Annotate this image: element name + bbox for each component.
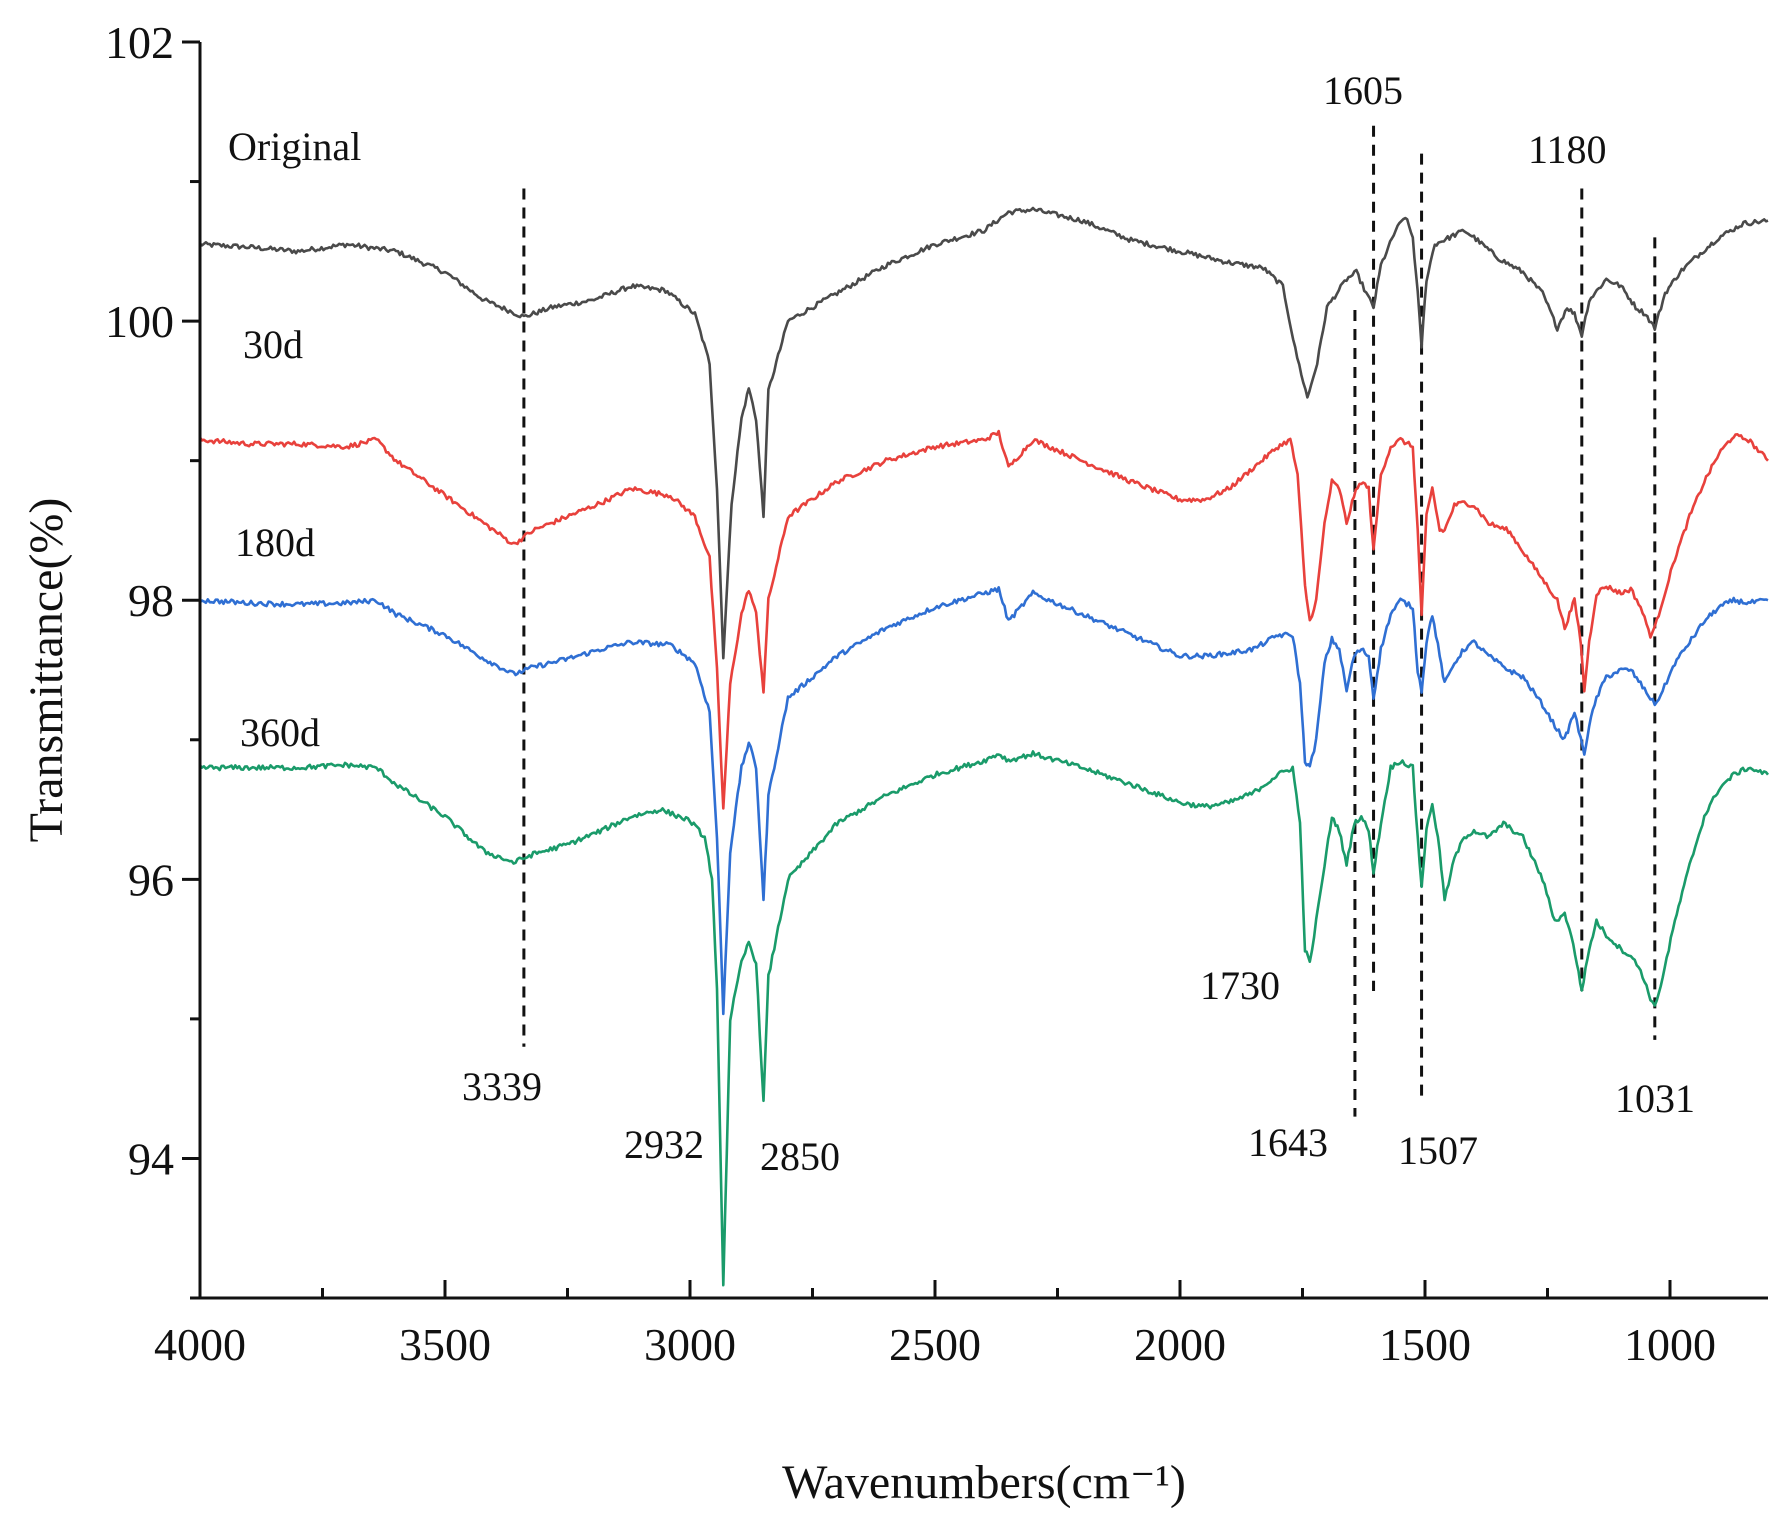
series-label-30d: 30d (243, 322, 303, 367)
x-tick-label: 1500 (1379, 1319, 1471, 1370)
y-tick-label: 94 (128, 1133, 174, 1184)
spectra-series (198, 206, 1770, 1287)
y-tick-label: 102 (105, 17, 174, 68)
series-label-360d: 360d (240, 710, 320, 755)
peak-label-2850: 2850 (760, 1134, 840, 1179)
peak-marker-lines (522, 125, 1657, 1117)
axes: 4000 3500 3000 2500 2000 1500 1000 94 96 98 100 10… (105, 17, 1768, 1370)
peak-labels: 3339 2932 2850 1730 1643 1605 1507 1180 … (462, 68, 1695, 1179)
series-labels: Original 30d 180d 360d (228, 124, 361, 755)
peak-label-1180: 1180 (1528, 127, 1607, 172)
series-label-original: Original (228, 124, 361, 169)
series-line-original (199, 206, 1769, 660)
y-tick-label: 98 (128, 575, 174, 626)
x-tick-label: 2000 (1134, 1319, 1226, 1370)
y-tick-label: 100 (105, 296, 174, 347)
y-axis-title: Transmittance(%) (20, 498, 73, 843)
peak-label-3339: 3339 (462, 1064, 542, 1109)
y-tick-label: 96 (128, 854, 174, 905)
x-tick-label: 1000 (1624, 1319, 1716, 1370)
y-axis-ticks: 94 96 98 100 102 (105, 17, 200, 1300)
x-tick-label: 3500 (399, 1319, 491, 1370)
x-tick-label: 3000 (644, 1319, 736, 1370)
series-label-180d: 180d (235, 520, 315, 565)
peak-label-1730: 1730 (1200, 963, 1280, 1008)
x-axis-title: Wavenumbers(cm⁻¹) (782, 1456, 1186, 1509)
series-line-30d (198, 429, 1769, 810)
x-tick-label: 2500 (889, 1319, 981, 1370)
peak-label-1507: 1507 (1398, 1128, 1478, 1173)
series-line-360d (199, 750, 1770, 1287)
plot-area (198, 125, 1770, 1287)
x-axis-ticks: 4000 3500 3000 2500 2000 1500 1000 (154, 1280, 1716, 1370)
peak-label-2932: 2932 (624, 1122, 704, 1167)
peak-label-1031: 1031 (1615, 1076, 1695, 1121)
peak-label-1605: 1605 (1323, 68, 1403, 113)
x-tick-label: 4000 (154, 1319, 246, 1370)
peak-label-1643: 1643 (1248, 1120, 1328, 1165)
series-line-180d (199, 586, 1769, 1016)
